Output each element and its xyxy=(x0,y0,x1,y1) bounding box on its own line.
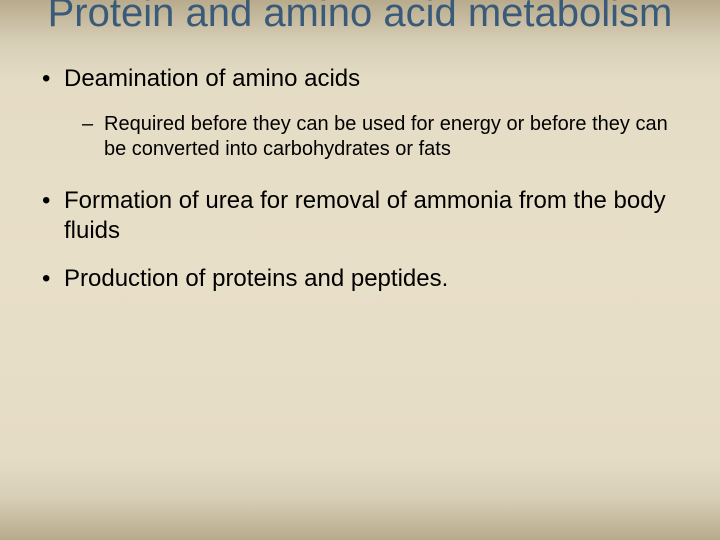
bullet-level1: Production of proteins and peptides. xyxy=(42,264,678,294)
bullet-group-0: Deamination of amino acids Required befo… xyxy=(42,64,678,162)
bullet-level1: Deamination of amino acids xyxy=(42,64,678,94)
bullet-level2: Required before they can be used for ene… xyxy=(82,112,678,162)
slide: Protein and amino acid metabolism Deamin… xyxy=(0,0,720,530)
bullet-group-2: Production of proteins and peptides. xyxy=(42,264,678,294)
bullet-level1: Formation of urea for removal of ammonia… xyxy=(42,186,678,246)
slide-body: Deamination of amino acids Required befo… xyxy=(0,36,720,294)
bullet-group-1: Formation of urea for removal of ammonia… xyxy=(42,186,678,246)
slide-title: Protein and amino acid metabolism xyxy=(0,0,720,36)
